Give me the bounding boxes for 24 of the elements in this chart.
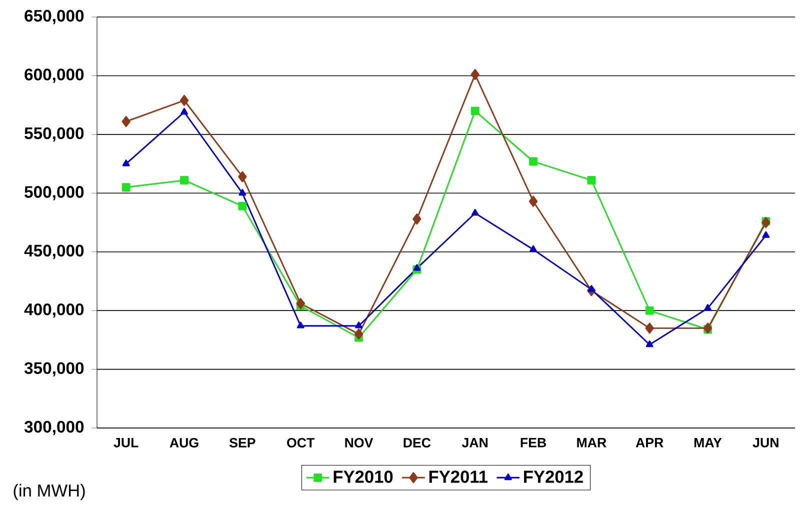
x-tick-label: FEB — [520, 438, 546, 448]
x-tick-label: JUL — [114, 438, 138, 448]
y-tick-label: 400,000 — [24, 303, 84, 318]
y-tick-label: 550,000 — [24, 127, 84, 142]
x-tick-label: JUN — [752, 438, 778, 448]
y-tick-label: 300,000 — [24, 420, 84, 436]
y-tick-label: 350,000 — [24, 362, 84, 376]
legend-label: FY2011 — [429, 470, 488, 483]
x-tick-label: DEC — [404, 438, 431, 448]
text: (in MWH) — [14, 484, 85, 500]
x-tick-label: AUG — [170, 438, 198, 448]
x-tick-label: MAR — [577, 438, 606, 448]
x-tick-label: OCT — [287, 438, 315, 448]
y-tick-label: 600,000 — [24, 68, 84, 83]
y-tick-label: 450,000 — [24, 244, 84, 259]
legend-label: FY2010 — [334, 470, 393, 483]
x-tick-label: MAY — [694, 438, 722, 448]
legend-label: FY2012 — [524, 470, 583, 483]
x-tick-label: SEP — [229, 438, 256, 448]
x-tick-label: APR — [636, 438, 664, 448]
x-tick-label: NOV — [345, 438, 374, 448]
y-tick-label: 650,000 — [24, 10, 84, 24]
x-tick-label: JAN — [462, 438, 488, 448]
y-tick-label: 500,000 — [24, 186, 84, 200]
